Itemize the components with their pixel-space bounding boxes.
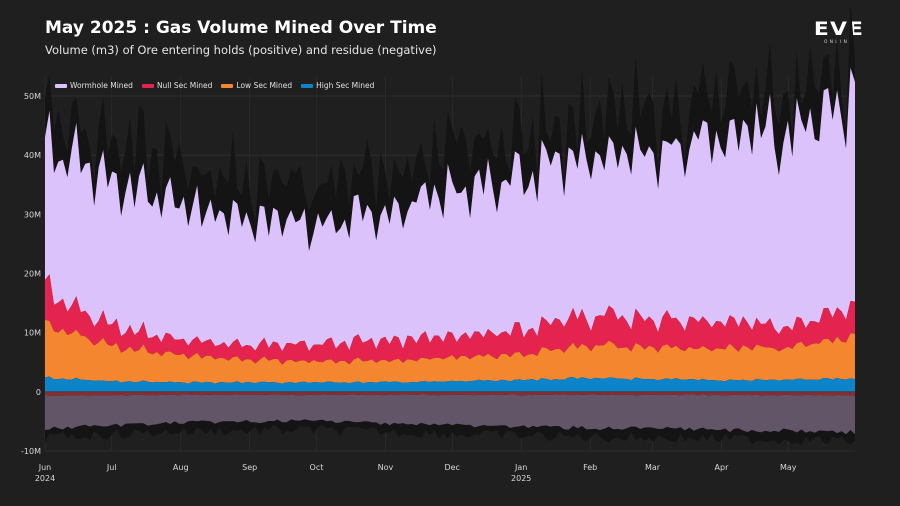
area-wormhole-mined bbox=[45, 67, 855, 352]
y-tick-label: 0 bbox=[36, 388, 41, 397]
legend-swatch bbox=[301, 83, 314, 88]
x-tick-year-label: 2025 bbox=[511, 474, 531, 483]
chart-subtitle: Volume (m3) of Ore entering holds (posit… bbox=[45, 43, 437, 57]
y-tick-label: 30M bbox=[24, 210, 41, 219]
x-tick-label: Jun bbox=[38, 463, 52, 472]
y-tick-label: 40M bbox=[24, 151, 41, 160]
x-tick-label: Nov bbox=[378, 463, 394, 472]
x-tick-year-label: 2024 bbox=[35, 474, 55, 483]
area-null-sec-residue bbox=[45, 391, 855, 397]
legend-swatch bbox=[141, 83, 154, 88]
x-tick-label: May bbox=[780, 463, 797, 472]
legend-label: Wormhole Mined bbox=[70, 81, 133, 90]
legend-swatch bbox=[55, 83, 67, 88]
x-tick-label: Aug bbox=[173, 463, 189, 472]
chart-title: May 2025 : Gas Volume Mined Over Time bbox=[45, 18, 437, 38]
x-tick-label: Apr bbox=[715, 463, 730, 472]
legend-item: High Sec Mined bbox=[301, 81, 374, 90]
x-tick-label: Mar bbox=[645, 463, 661, 472]
legend-label: Null Sec Mined bbox=[156, 81, 213, 90]
legend-item: Wormhole Mined bbox=[55, 81, 133, 90]
legend-label: Low Sec Mined bbox=[236, 81, 293, 90]
y-tick-label: -10M bbox=[21, 447, 41, 456]
x-tick-label: Dec bbox=[444, 463, 459, 472]
y-tick-label: 50M bbox=[24, 92, 41, 101]
area-high-sec-mined bbox=[45, 376, 855, 392]
y-tick-label: 10M bbox=[24, 329, 41, 338]
logo-subtext: ONLINE bbox=[823, 40, 855, 45]
area-low-sec-mined bbox=[45, 319, 855, 384]
chart-legend: Wormhole Mined Null Sec Mined Low Sec Mine… bbox=[55, 81, 374, 90]
legend-item: Null Sec Mined bbox=[141, 81, 213, 90]
x-tick-label: Sep bbox=[242, 463, 257, 472]
area-wormhole-residue bbox=[45, 394, 855, 435]
x-tick-label: Oct bbox=[310, 463, 324, 472]
legend-label: High Sec Mined bbox=[316, 81, 375, 90]
x-tick-label: Jul bbox=[106, 463, 117, 472]
x-tick-label: Jan bbox=[514, 463, 527, 472]
area-null-sec-mined bbox=[45, 274, 855, 365]
legend-swatch bbox=[221, 83, 234, 88]
legend-item: Low Sec Mined bbox=[221, 81, 292, 90]
y-tick-label: 20M bbox=[24, 270, 41, 279]
x-tick-label: Feb bbox=[583, 463, 597, 472]
